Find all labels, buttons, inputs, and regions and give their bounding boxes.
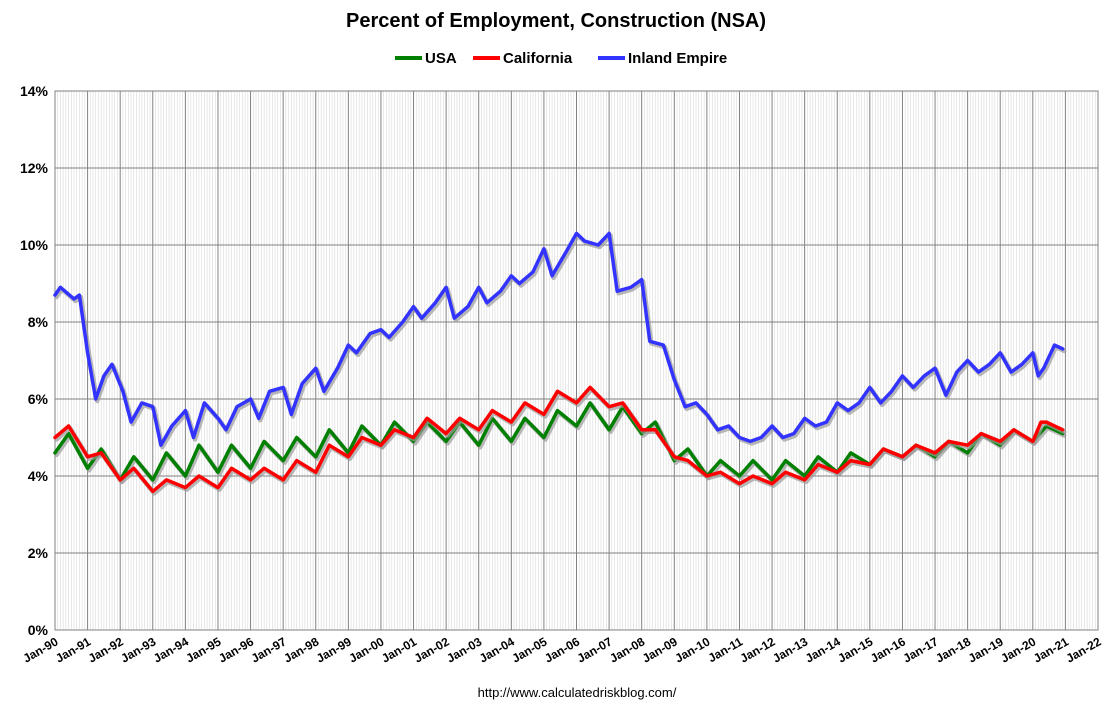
legend: USA California Inland Empire bbox=[395, 50, 727, 67]
x-tick-label: Jan-91 bbox=[53, 634, 93, 665]
y-tick-label: 2% bbox=[28, 545, 49, 561]
chart-title: Percent of Employment, Construction (NSA… bbox=[346, 10, 766, 32]
x-axis: Jan-90Jan-91Jan-92Jan-93Jan-94Jan-95Jan-… bbox=[21, 634, 1104, 665]
x-tick-label: Jan-11 bbox=[706, 634, 746, 665]
x-tick-label: Jan-20 bbox=[998, 634, 1038, 665]
x-tick-label: Jan-21 bbox=[1031, 634, 1071, 665]
x-tick-label: Jan-15 bbox=[835, 634, 875, 665]
y-axis: 0% 2% 4% 6% 8% 10% 12% 14% bbox=[20, 83, 49, 638]
x-tick-label: Jan-19 bbox=[966, 634, 1006, 665]
x-tick-label: Jan-22 bbox=[1064, 634, 1104, 665]
y-tick-label: 10% bbox=[20, 237, 49, 253]
x-tick-label: Jan-03 bbox=[444, 634, 484, 665]
legend-label: USA bbox=[425, 50, 457, 67]
x-tick-label: Jan-06 bbox=[542, 634, 582, 665]
y-tick-label: 4% bbox=[28, 468, 49, 484]
plot-area bbox=[53, 231, 1067, 496]
x-tick-label: Jan-99 bbox=[314, 634, 354, 665]
x-tick-label: Jan-14 bbox=[803, 634, 843, 665]
x-tick-label: Jan-94 bbox=[151, 634, 191, 665]
x-tick-label: Jan-95 bbox=[184, 634, 224, 665]
x-tick-label: Jan-04 bbox=[477, 634, 517, 665]
x-tick-label: Jan-08 bbox=[607, 634, 647, 665]
x-tick-label: Jan-92 bbox=[86, 634, 126, 665]
grid bbox=[54, 90, 1099, 631]
x-tick-label: Jan-00 bbox=[347, 634, 387, 665]
source-url: http://www.calculatedriskblog.com/ bbox=[478, 685, 677, 700]
series-line bbox=[53, 385, 1065, 494]
x-tick-label: Jan-96 bbox=[216, 634, 256, 665]
y-tick-label: 12% bbox=[20, 160, 49, 176]
x-tick-label: Jan-16 bbox=[868, 634, 908, 665]
x-tick-label: Jan-93 bbox=[118, 634, 158, 665]
x-tick-label: Jan-90 bbox=[21, 634, 61, 665]
x-tick-label: Jan-97 bbox=[249, 634, 289, 665]
y-tick-label: 0% bbox=[28, 622, 49, 638]
legend-label: Inland Empire bbox=[628, 50, 727, 67]
legend-label: California bbox=[503, 50, 573, 67]
y-tick-label: 14% bbox=[20, 83, 49, 99]
x-tick-label: Jan-09 bbox=[640, 634, 680, 665]
x-tick-label: Jan-02 bbox=[412, 634, 452, 665]
y-tick-label: 8% bbox=[28, 314, 49, 330]
x-tick-label: Jan-17 bbox=[901, 634, 941, 665]
y-tick-label: 6% bbox=[28, 391, 49, 407]
x-tick-label: Jan-07 bbox=[575, 634, 615, 665]
x-tick-label: Jan-98 bbox=[281, 634, 321, 665]
series-line bbox=[53, 231, 1065, 447]
x-tick-label: Jan-18 bbox=[933, 634, 973, 665]
x-tick-label: Jan-05 bbox=[509, 634, 549, 665]
x-tick-label: Jan-12 bbox=[738, 634, 778, 665]
x-tick-label: Jan-10 bbox=[672, 634, 712, 665]
x-tick-label: Jan-13 bbox=[770, 634, 810, 665]
x-tick-label: Jan-01 bbox=[379, 634, 419, 665]
